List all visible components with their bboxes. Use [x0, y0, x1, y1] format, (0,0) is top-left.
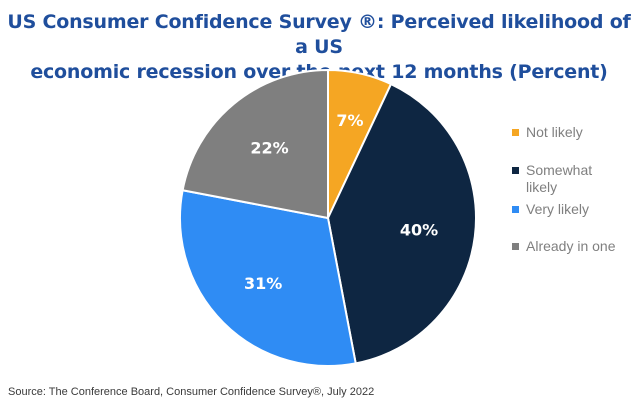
legend-label-very-likely: Very likely [526, 201, 590, 217]
source-note: Source: The Conference Board, Consumer C… [8, 386, 375, 398]
legend-swatch-somewhat-likely [512, 167, 519, 174]
pie-slice-already-in-one [181, 69, 329, 219]
chart-title-line-1: US Consumer Confidence Survey ®: Perceiv… [7, 11, 631, 58]
legend-swatch-very-likely [512, 206, 519, 213]
pie-slice-somewhat-likely [327, 83, 477, 365]
pie-label-already-in-one: 22% [250, 138, 288, 157]
legend-swatch-already-in-one [512, 243, 519, 250]
legend-item-somewhat-likely: Somewhat likely [512, 162, 616, 196]
pie-slice-very-likely [179, 189, 357, 367]
legend: Not likely Somewhat likely Very likely A… [512, 124, 616, 255]
legend-item-very-likely: Very likely [512, 201, 616, 218]
legend-label-somewhat-likely: Somewhat likely [526, 162, 593, 195]
legend-item-already-in-one: Already in one [512, 238, 616, 255]
legend-label-not-likely: Not likely [526, 124, 583, 140]
legend-swatch-not-likely [512, 129, 519, 136]
pie-label-very-likely: 31% [244, 274, 282, 293]
pie-label-somewhat-likely: 40% [400, 221, 438, 240]
legend-item-not-likely: Not likely [512, 124, 616, 141]
legend-label-already-in-one: Already in one [526, 238, 616, 254]
pie-label-not-likely: 7% [336, 111, 363, 130]
